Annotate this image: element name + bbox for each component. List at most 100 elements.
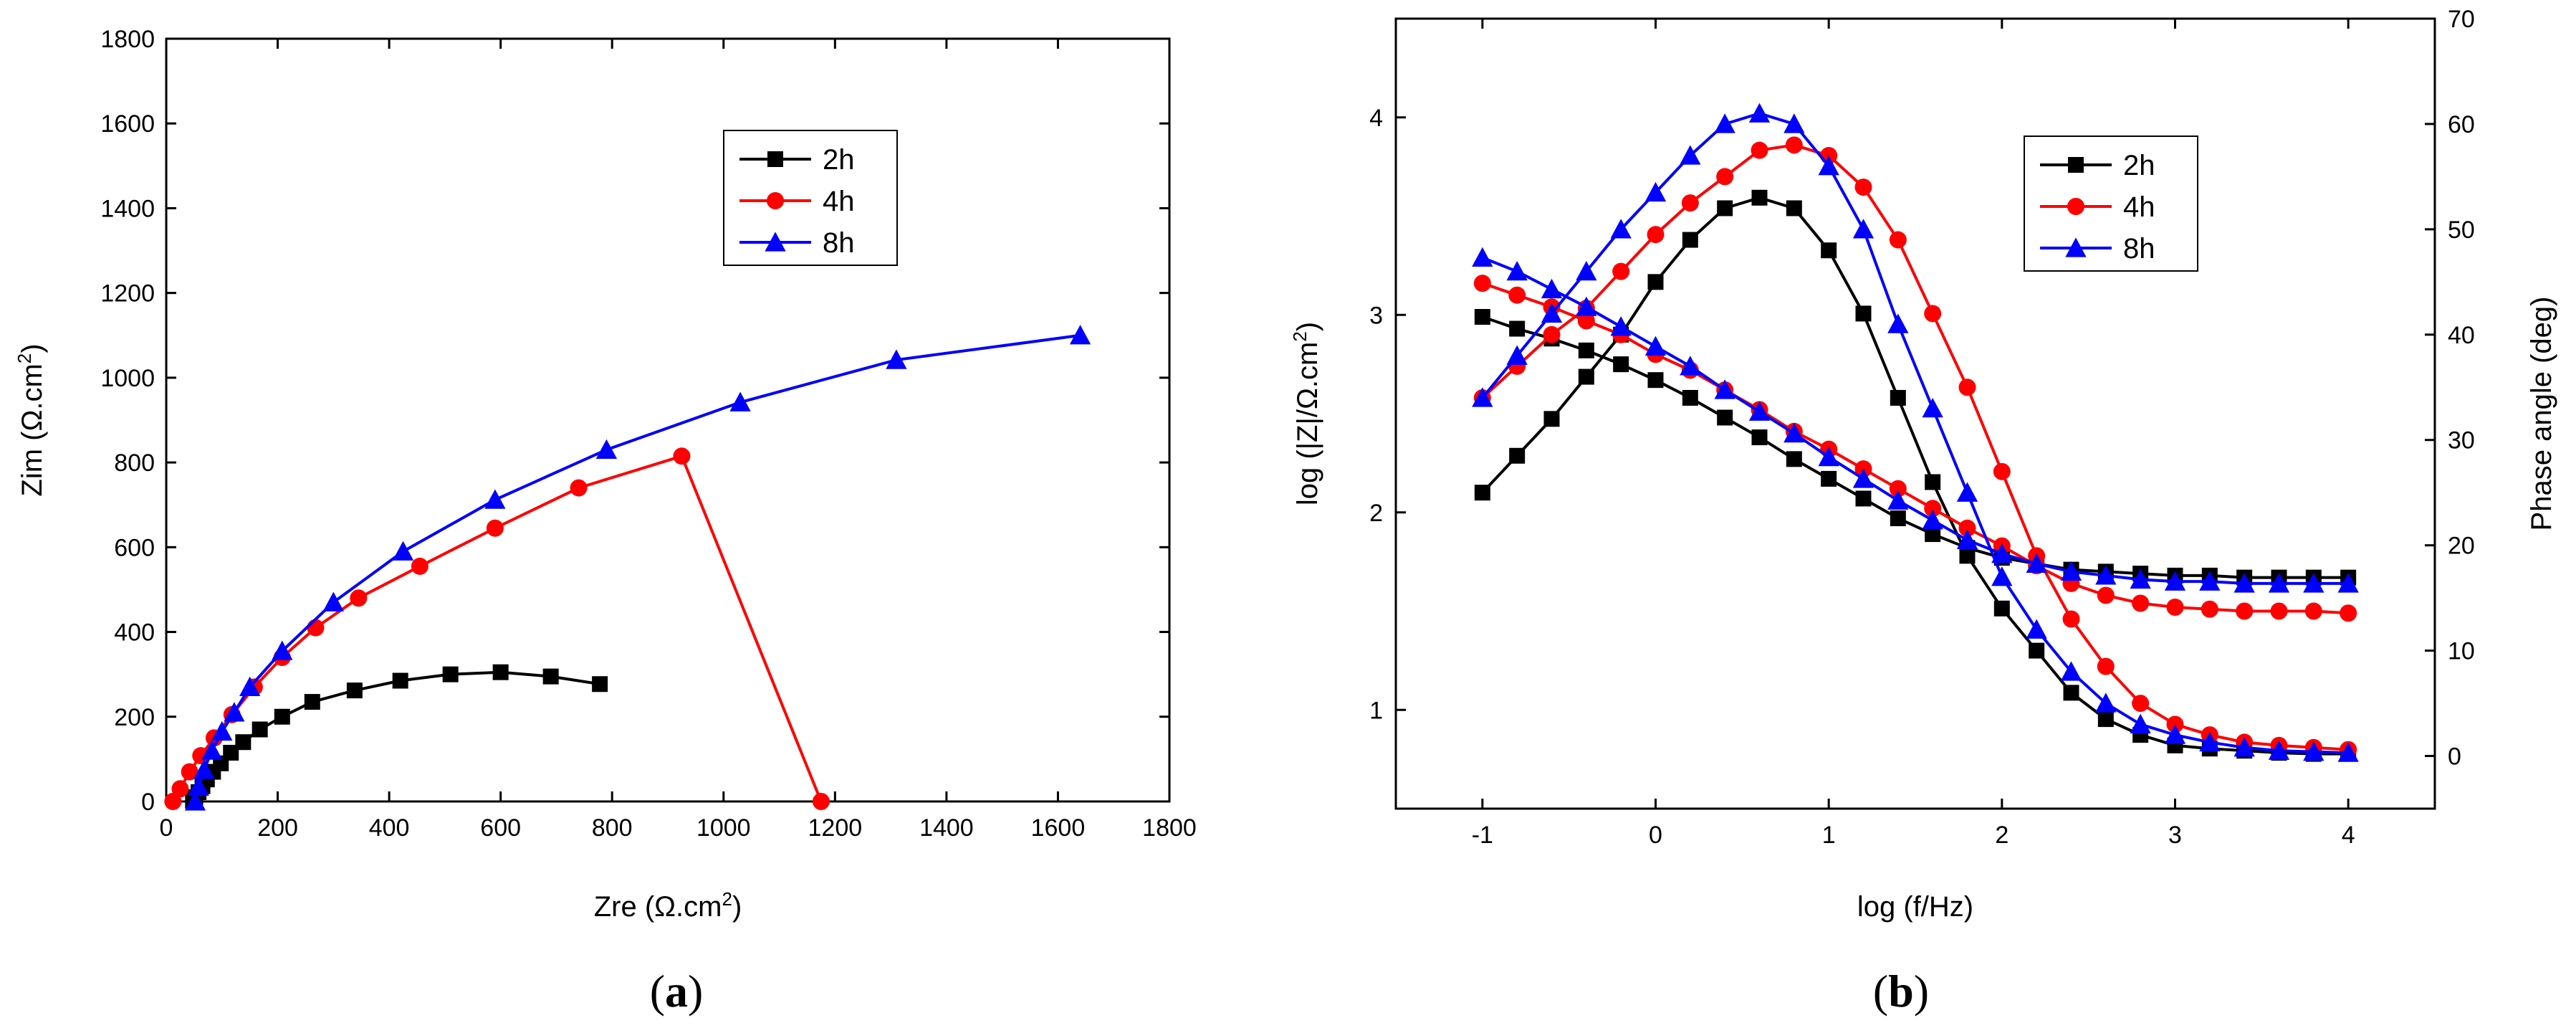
data-point-2h-phase: [2097, 711, 2114, 728]
data-point-2h-Z-: [1786, 451, 1802, 467]
data-point-2h-Z-: [1717, 409, 1733, 426]
data-point-4h-phase: [1785, 136, 1803, 154]
caption-b: (b): [1873, 966, 1929, 1017]
data-point-2h-Z-: [1682, 389, 1698, 406]
data-point-8h-phase: [2164, 724, 2186, 744]
data-point-4h: [350, 589, 368, 607]
data-point-8h-Z-: [2303, 573, 2324, 593]
data-point-4h-Z-: [2097, 586, 2115, 604]
data-point-8h: [201, 740, 223, 760]
data-point-8h: [193, 759, 215, 779]
x-tick-label-a: 600: [480, 814, 521, 842]
plot-frame-a: [165, 37, 1171, 803]
data-point-8h: [188, 776, 209, 796]
data-point-4h-Z-: [1924, 500, 1942, 518]
legend-label-4h: 4h: [823, 186, 855, 217]
y-tick-label-a: 1000: [100, 365, 155, 392]
y2-tick-label-b: 30: [2448, 427, 2475, 454]
data-point-4h: [812, 793, 830, 810]
data-point-8h-Z-: [2026, 553, 2047, 574]
y-axis-title-b: log (|Z|/Ω.cm2): [1289, 322, 1323, 505]
data-point-8h-Z-: [1783, 422, 1805, 443]
data-point-4h-phase: [2097, 657, 2115, 675]
y2-tick-label-b: 10: [2448, 638, 2475, 665]
y2-tick-label-b: 70: [2448, 6, 2475, 33]
x-axis-title-b: log (f/Hz): [1857, 891, 1973, 923]
y-tick-label-b: 2: [1369, 500, 1383, 527]
data-point-4h: [164, 793, 182, 810]
data-point-2h-phase: [1509, 447, 1526, 464]
data-point-2h-Z-: [1890, 510, 1906, 527]
data-point-4h: [570, 479, 588, 497]
data-point-2h: [592, 676, 608, 693]
data-point-8h-phase: [2060, 661, 2082, 681]
x-tick-label-a: 1800: [1142, 814, 1197, 842]
x-tick-label-a: 1000: [696, 814, 751, 842]
y-tick-label-a: 0: [141, 789, 155, 816]
y2-tick-label-b: 20: [2448, 533, 2475, 560]
data-point-4h-Z-: [1577, 312, 1595, 330]
legend-b: 2h 4h 8h: [2024, 135, 2198, 272]
data-point-4h: [192, 747, 210, 765]
data-point-8h-Z-: [1818, 446, 1839, 467]
y2-axis-title-b: Phase angle (deg): [2526, 297, 2557, 531]
plot-frame-b: [1394, 17, 2436, 810]
data-point-8h-Z-: [2199, 571, 2221, 591]
data-point-8h-Z-: [1576, 296, 1597, 316]
data-point-8h-Z-: [1714, 379, 1735, 399]
data-point-8h-phase: [1714, 113, 1735, 133]
data-point-4h-Z-: [2166, 598, 2184, 616]
data-point-8h: [239, 676, 261, 697]
series-line-8h-Z-: [1482, 256, 2349, 585]
y-tick-label-a: 800: [114, 449, 155, 477]
data-point-2h: [442, 666, 459, 682]
data-point-8h-Z-: [1748, 401, 1771, 421]
data-point-2h-phase: [1993, 600, 2010, 617]
data-point-2h-phase: [2029, 642, 2045, 659]
data-point-8h-phase: [2268, 740, 2290, 760]
data-point-8h-Z-: [2164, 571, 2186, 591]
data-point-4h-Z-: [2270, 602, 2288, 620]
data-point-8h-phase: [1991, 566, 2013, 586]
data-point-2h-Z-: [1647, 372, 1664, 389]
data-point-2h: [492, 664, 509, 680]
x-tick-label-a: 0: [160, 814, 173, 842]
data-point-8h-Z-: [1852, 468, 1874, 488]
data-point-4h-phase: [1958, 379, 1976, 396]
data-point-4h-Z-: [1958, 519, 1976, 537]
data-point-4h-phase: [2132, 695, 2150, 713]
y-tick-label-a: 1600: [100, 110, 155, 138]
data-point-4h-Z-: [1473, 275, 1491, 292]
legend-marker-2h: [2068, 157, 2084, 173]
data-point-8h-Z-: [2130, 568, 2151, 589]
legend-label-2h: 2h: [823, 144, 855, 176]
data-point-2h-phase: [1543, 411, 1560, 427]
legend-label-8h: 8h: [823, 227, 855, 259]
data-point-8h-Z-: [1644, 335, 1667, 356]
data-point-8h-Z-: [2060, 561, 2082, 581]
data-point-8h-phase: [1852, 219, 1874, 239]
legend-label-2h: 2h: [2123, 150, 2155, 181]
data-point-4h: [171, 780, 189, 798]
data-point-4h: [486, 519, 504, 537]
data-point-8h-phase: [1541, 303, 1563, 323]
data-point-4h-phase: [1647, 226, 1665, 244]
data-point-8h-Z-: [1680, 356, 1701, 376]
legend-a: 2h 4h 8h: [723, 130, 898, 266]
data-point-8h-Z-: [1887, 490, 1909, 510]
data-point-8h-phase: [1818, 156, 1839, 176]
data-point-8h: [184, 791, 206, 811]
data-point-8h: [886, 349, 907, 369]
data-point-2h: [274, 708, 290, 725]
data-point-8h-phase: [1887, 313, 1909, 333]
x-tick-label-a: 400: [369, 814, 410, 842]
data-point-8h-phase: [2130, 713, 2151, 734]
data-point-4h: [307, 619, 325, 637]
data-point-8h-phase: [1576, 260, 1597, 281]
y-tick-label-b: 1: [1369, 697, 1383, 724]
data-point-8h: [392, 541, 414, 561]
data-point-8h-phase: [1610, 219, 1632, 239]
data-point-2h-Z-: [1509, 320, 1526, 337]
data-point-8h: [224, 702, 245, 722]
